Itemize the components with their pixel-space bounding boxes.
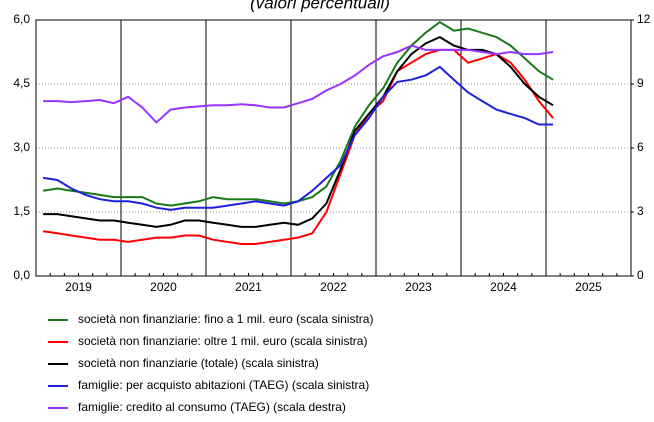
- plot-frame: [35, 19, 632, 277]
- y2-tick-label: 12: [637, 12, 651, 26]
- y-tick-label: 1,5: [13, 204, 30, 218]
- legend-label: famiglie: credito al consumo (TAEG) (sca…: [78, 400, 346, 414]
- x-tick-label: 2025: [575, 280, 602, 294]
- series-line: [42, 48, 554, 245]
- x-tick-label: 2023: [405, 280, 432, 294]
- legend-label: società non finanziarie: fino a 1 mil. e…: [78, 312, 373, 326]
- x-tick-label: 2024: [490, 280, 517, 294]
- legend-label: famiglie: per acquisto abitazioni (TAEG)…: [78, 378, 369, 392]
- x-tick-label: 2021: [235, 280, 262, 294]
- legend-label: società non finanziarie (totale) (scala …: [78, 356, 319, 370]
- y-tick-label: 3,0: [13, 140, 30, 154]
- y-tick-label: 4,5: [13, 76, 30, 90]
- y-tick-label: 6,0: [13, 12, 30, 26]
- series-line: [43, 35, 554, 228]
- series-line: [42, 65, 554, 211]
- y2-tick-label: 6: [637, 140, 644, 154]
- series-line: [43, 44, 554, 124]
- x-tick-label: 2020: [150, 280, 177, 294]
- y-tick-label: 0,0: [13, 268, 30, 282]
- y2-tick-label: 0: [637, 268, 644, 282]
- x-tick-label: 2022: [320, 280, 347, 294]
- y2-tick-label: 9: [637, 76, 644, 90]
- y2-tick-label: 3: [637, 204, 644, 218]
- legend-label: società non finanziarie: oltre 1 mil. eu…: [78, 334, 367, 348]
- x-tick-label: 2019: [65, 280, 92, 294]
- chart-title: (valori percentuali): [250, 0, 390, 12]
